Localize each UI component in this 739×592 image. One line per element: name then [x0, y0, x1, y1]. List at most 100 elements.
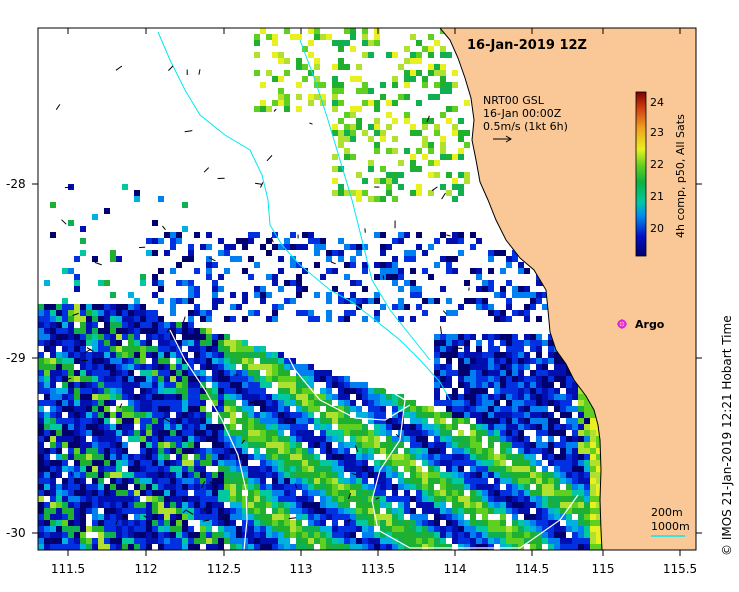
sst-pixel — [218, 238, 224, 244]
sst-pixel — [446, 298, 452, 304]
sst-pixel — [224, 490, 230, 496]
sst-pixel — [98, 382, 104, 388]
sst-pixel — [146, 250, 152, 256]
sst-pixel — [236, 466, 242, 472]
sst-pixel — [362, 484, 368, 490]
sst-pixel — [512, 310, 518, 316]
sst-pixel — [86, 328, 92, 334]
sst-pixel — [416, 130, 422, 136]
current-vector — [123, 515, 128, 518]
sst-pixel — [266, 538, 272, 544]
sst-pixel — [122, 532, 128, 538]
sst-pixel — [206, 328, 212, 334]
sst-pixel — [398, 520, 404, 526]
sst-pixel — [362, 268, 368, 274]
sst-pixel — [380, 136, 386, 142]
sst-pixel — [254, 352, 260, 358]
sst-pixel — [104, 388, 110, 394]
sst-pixel — [302, 268, 308, 274]
sst-pixel — [56, 328, 62, 334]
sst-pixel — [206, 460, 212, 466]
sst-pixel — [464, 100, 470, 106]
sst-pixel — [44, 376, 50, 382]
sst-pixel — [536, 346, 542, 352]
sst-pixel — [440, 88, 446, 94]
sst-pixel — [530, 340, 536, 346]
sst-pixel — [512, 358, 518, 364]
sst-pixel — [278, 490, 284, 496]
sst-pixel — [158, 430, 164, 436]
sst-pixel — [158, 490, 164, 496]
sst-pixel — [524, 508, 530, 514]
sst-pixel — [116, 328, 122, 334]
sst-pixel — [212, 514, 218, 520]
sst-pixel — [68, 466, 74, 472]
sst-pixel — [128, 328, 134, 334]
sst-pixel — [512, 496, 518, 502]
sst-pixel — [302, 370, 308, 376]
sst-pixel — [548, 352, 554, 358]
sst-pixel — [548, 484, 554, 490]
sst-pixel — [194, 232, 200, 238]
sst-pixel — [362, 82, 368, 88]
sst-pixel — [104, 472, 110, 478]
sst-pixel — [476, 274, 482, 280]
sst-pixel — [374, 274, 380, 280]
sst-pixel — [332, 514, 338, 520]
sst-pixel — [386, 484, 392, 490]
sst-pixel — [182, 520, 188, 526]
sst-pixel — [140, 526, 146, 532]
sst-pixel — [482, 388, 488, 394]
sst-pixel — [224, 496, 230, 502]
sst-pixel — [452, 352, 458, 358]
sst-pixel — [272, 280, 278, 286]
sst-pixel — [542, 430, 548, 436]
sst-pixel — [80, 370, 86, 376]
sst-pixel — [116, 340, 122, 346]
sst-pixel — [128, 526, 134, 532]
sst-pixel — [200, 478, 206, 484]
sst-pixel — [92, 490, 98, 496]
sst-pixel — [194, 334, 200, 340]
sst-pixel — [548, 400, 554, 406]
sst-pixel — [428, 406, 434, 412]
sst-pixel — [254, 436, 260, 442]
current-vector — [348, 492, 352, 500]
sst-pixel — [194, 442, 200, 448]
sst-pixel — [512, 370, 518, 376]
sst-pixel — [122, 544, 128, 550]
sst-pixel — [272, 532, 278, 538]
sst-pixel — [542, 340, 548, 346]
sst-pixel — [530, 304, 536, 310]
sst-pixel — [392, 82, 398, 88]
sst-pixel — [314, 370, 320, 376]
sst-pixel — [512, 394, 518, 400]
sst-pixel — [428, 472, 434, 478]
sst-pixel — [224, 442, 230, 448]
sst-pixel — [314, 400, 320, 406]
sst-pixel — [62, 328, 68, 334]
sst-pixel — [56, 460, 62, 466]
sst-pixel — [464, 376, 470, 382]
sst-pixel — [50, 370, 56, 376]
sst-pixel — [176, 496, 182, 502]
sst-pixel — [566, 370, 572, 376]
sst-pixel — [308, 388, 314, 394]
sst-pixel — [284, 238, 290, 244]
sst-pixel — [488, 544, 494, 550]
sst-pixel — [578, 454, 584, 460]
sst-pixel — [296, 82, 302, 88]
sst-pixel — [440, 460, 446, 466]
sst-pixel — [500, 532, 506, 538]
sst-pixel — [164, 400, 170, 406]
sst-pixel — [452, 130, 458, 136]
sst-pixel — [266, 442, 272, 448]
sst-pixel — [572, 448, 578, 454]
sst-pixel — [38, 364, 44, 370]
sst-pixel — [200, 496, 206, 502]
sst-pixel — [302, 412, 308, 418]
sst-pixel — [530, 472, 536, 478]
sst-pixel — [416, 472, 422, 478]
sst-pixel — [362, 34, 368, 40]
sst-pixel — [128, 472, 134, 478]
